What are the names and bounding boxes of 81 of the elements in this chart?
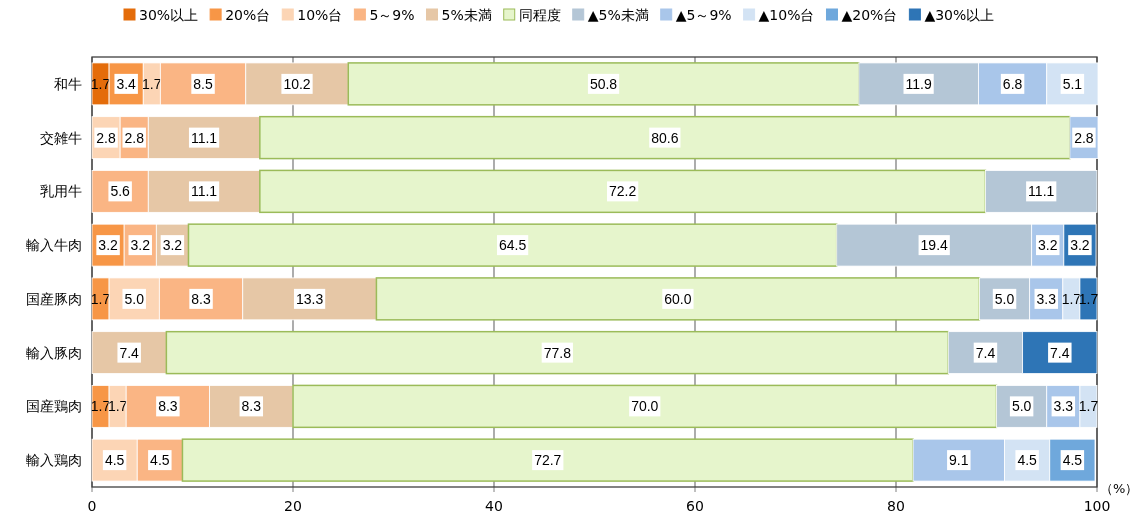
data-label: 5.0: [1011, 398, 1032, 415]
data-label: 8.3: [158, 398, 178, 415]
bar: [165, 330, 950, 375]
bar: [375, 277, 981, 321]
data-label: 8.3: [191, 290, 211, 307]
bar: [292, 384, 998, 429]
data-label: 2.8: [124, 129, 145, 146]
data-label: 5.0: [124, 290, 145, 307]
x-tick-label: 100: [1083, 498, 1111, 513]
data-label: 10.2: [283, 75, 311, 92]
legend-label: 30%以上: [139, 7, 199, 23]
data-label: 5.6: [110, 183, 131, 200]
data-label: 5.0: [994, 290, 1015, 307]
y-tick-label: 和牛: [54, 75, 82, 92]
bar: [259, 115, 1071, 160]
x-tick-label: 40: [485, 498, 503, 513]
data-label: 13.3: [295, 290, 324, 307]
y-tick-label: 輸入鶏肉: [26, 452, 82, 469]
data-label: 72.2: [609, 183, 637, 200]
data-label: 11.1: [190, 129, 218, 146]
data-label: 3.3: [1053, 398, 1074, 415]
y-tick-label: 輸入牛肉: [26, 237, 82, 254]
legend-label: 同程度: [518, 7, 561, 23]
data-label: 3.4: [116, 75, 137, 92]
data-label: 64.5: [498, 237, 527, 254]
data-label: 3.2: [162, 237, 183, 254]
data-label: 2.8: [96, 129, 117, 146]
bar: [187, 223, 838, 267]
data-label: 4.5: [150, 452, 170, 469]
x-tick-label: 60: [686, 498, 704, 513]
data-label: 11.1: [190, 183, 218, 200]
data-label: 5.1: [1062, 75, 1083, 92]
data-label: 70.0: [631, 398, 659, 415]
data-label: 3.2: [1070, 237, 1090, 254]
legend-label: 5～9%: [369, 7, 415, 23]
data-label: 9.1: [949, 452, 969, 469]
legend-label: 10%台: [297, 7, 343, 23]
data-label: 11.9: [905, 75, 932, 92]
text: （%）: [1100, 481, 1138, 496]
y-tick-label: 国産豚肉: [26, 290, 82, 307]
data-label: 77.8: [543, 344, 572, 361]
legend-label: 20%台: [225, 7, 271, 23]
data-label: 72.7: [534, 452, 562, 469]
y-tick-label: 国産鶏肉: [26, 398, 82, 415]
data-label: 1.7: [142, 75, 162, 92]
bar: [347, 62, 860, 106]
data-label: 3.2: [98, 237, 119, 254]
bar: [259, 169, 987, 214]
data-label: 3.2: [130, 237, 151, 254]
data-label: 8.5: [193, 75, 213, 92]
x-tick-label: 20: [284, 498, 302, 513]
legend-label: ▲20%台: [841, 7, 898, 23]
legend-label: ▲5%未満: [587, 7, 649, 23]
data-label: 4.5: [104, 452, 125, 469]
data-label: 8.3: [241, 398, 262, 415]
x-tick-label: 80: [887, 498, 905, 513]
data-label: 19.4: [920, 237, 949, 254]
data-label: 7.4: [975, 344, 996, 361]
y-tick-label: 交雑牛: [40, 129, 82, 146]
legend-label: ▲30%以上: [924, 7, 995, 23]
data-label: 4.5: [1062, 452, 1083, 469]
data-label: 4.5: [1017, 452, 1038, 469]
data-label: 80.6: [651, 129, 679, 146]
data-label: 2.8: [1074, 129, 1094, 146]
data-label: 3.2: [1038, 237, 1058, 254]
data-label: 1.7: [1078, 398, 1099, 415]
legend-label: ▲5～9%: [675, 7, 732, 23]
data-label: 7.4: [119, 344, 140, 361]
legend-label: 5%未満: [441, 7, 492, 23]
x-tick-label: 0: [87, 498, 97, 513]
data-label: 7.4: [1050, 344, 1070, 361]
data-label: 6.8: [1002, 75, 1023, 92]
y-tick-label: 輸入豚肉: [26, 344, 82, 361]
data-label: 50.8: [589, 75, 618, 92]
data-label: 11.1: [1028, 183, 1055, 200]
y-tick-label: 乳用牛: [40, 183, 82, 200]
data-label: 3.3: [1036, 290, 1057, 307]
data-label: 60.0: [664, 290, 692, 307]
bar: [985, 170, 1098, 213]
legend-label: ▲10%台: [758, 7, 815, 23]
bar: [181, 438, 914, 482]
